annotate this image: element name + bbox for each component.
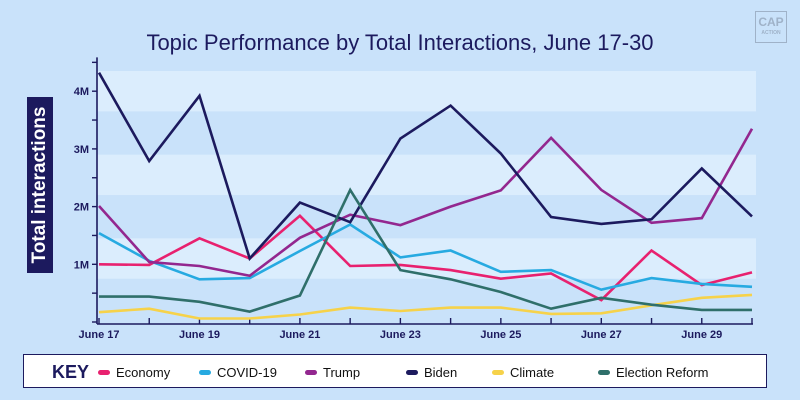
x-tick-label: June 21 [279,329,320,341]
legend-label: Climate [510,365,555,380]
series-line-covid-19 [98,222,753,292]
series-lines [97,72,754,320]
legend-swatch [492,370,504,376]
x-tick-label: June 23 [380,329,421,341]
legend-item-covid-19: COVID-19 [199,365,277,380]
grid-band [97,154,756,196]
y-axis-label-box [27,97,53,273]
series-line-trump [98,128,754,278]
y-tick-label: 2M [74,202,89,214]
y-tick-label: 3M [74,144,89,156]
y-tick-label: 1M [74,259,89,271]
legend-item-economy: Economy [98,365,170,380]
x-tick-label: June 29 [681,329,722,341]
cap-action-logo: CAP ACTION [755,11,787,43]
legend-item-trump: Trump [305,365,360,380]
legend-swatch [199,370,211,376]
x-tick-label: June 17 [79,329,120,341]
legend-swatch [406,370,418,376]
legend-swatch [305,370,317,376]
legend-title: KEY [52,362,90,382]
x-tick-label: June 25 [480,329,521,341]
legend: KEY Economy COVID-19 Trump Biden Climate Elec… [23,354,767,388]
legend-label: COVID-19 [217,365,277,380]
x-tick-label: June 27 [581,329,622,341]
grid-bands [97,71,756,279]
logo-text-action: ACTION [761,30,781,36]
series-line-economy [98,214,753,302]
series-line-biden [97,72,753,262]
grid-band [97,71,756,112]
series-line-climate [98,293,753,320]
legend-swatch [598,370,610,376]
series-line-election-reform [99,187,752,313]
legend-item-climate: Climate [492,365,554,380]
legend-label: Biden [424,365,458,380]
legend-label: Election Reform [616,365,709,380]
legend-label: Trump [323,365,361,380]
legend-item-biden: Biden [406,365,457,380]
legend-label: Economy [116,365,171,380]
x-tick-label: June 19 [179,329,220,341]
legend-swatch [98,370,110,376]
y-tick-label: 4M [74,86,89,98]
grid-band [97,238,756,279]
axes: 1M 2M 3M 4M June 17 June 19 June 21 June 23 June… [74,57,753,341]
logo-text-cap: CAP [758,15,784,29]
legend-item-election-reform: Election Reform [598,365,708,380]
chart-title: Topic Performance by Total Interactions,… [146,30,654,55]
